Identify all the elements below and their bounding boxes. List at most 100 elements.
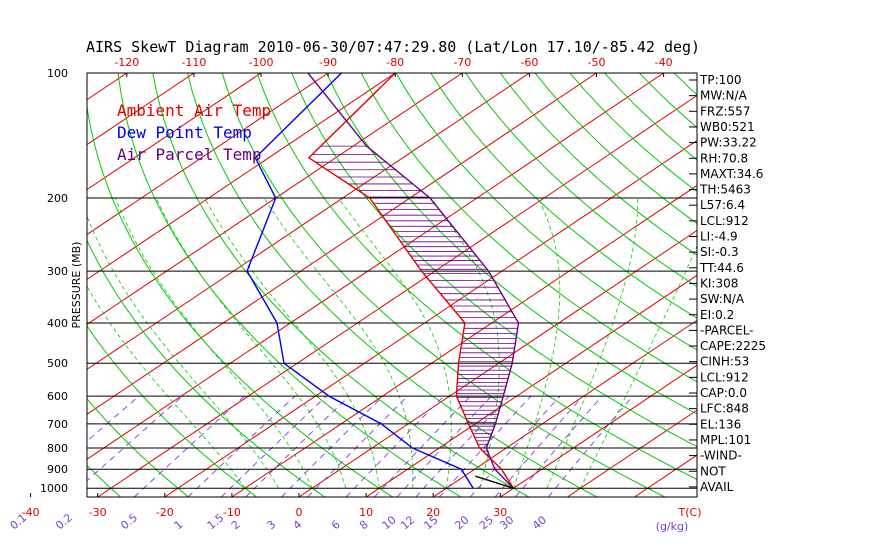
bottom-temp-tick-label: -10	[223, 506, 241, 519]
moist-adiabat-line	[114, 197, 313, 489]
mixing-ratio-label: 2	[229, 518, 243, 532]
dry-adiabat-line	[291, 73, 697, 448]
mixing-ratio-label: 8	[357, 518, 371, 532]
top-temp-tick-label: -120	[114, 56, 139, 69]
top-temp-tick-label: -90	[319, 56, 337, 69]
bottom-temp-tick-label: 30	[493, 506, 507, 519]
isotherm-line	[87, 73, 597, 415]
index-label: CAPE:2225	[700, 339, 766, 353]
mixing-ratio-label: 6	[329, 518, 343, 532]
pressure-tick-label: 300	[47, 265, 68, 278]
isotherm-line	[298, 229, 697, 497]
moist-adiabat-line	[204, 197, 380, 489]
top-temp-tick-label: -60	[520, 56, 538, 69]
isotherm-line	[87, 73, 530, 370]
mixing-ratio-line	[415, 395, 510, 497]
surface-wind-barb	[475, 475, 514, 489]
mixing-ratio-line	[187, 395, 296, 497]
dry-adiabat-line	[0, 73, 53, 497]
isotherm-line	[87, 73, 463, 325]
isotherm-line	[432, 319, 697, 497]
mixing-ratio-label: 4	[291, 518, 305, 532]
legend-parcel-temp: Air Parcel Temp	[117, 145, 262, 164]
index-label: CAP:0.0	[700, 386, 747, 400]
dewpoint-temp-line	[246, 73, 474, 489]
index-label: LFC:848	[700, 402, 749, 416]
index-label: PW:33.22	[700, 136, 757, 150]
dry-adiabat-line	[430, 73, 697, 319]
index-label: LCL:912	[700, 214, 749, 228]
index-label: MAXT:34.6	[700, 167, 763, 181]
top-temp-tick-label: -100	[249, 56, 274, 69]
mixing-ratio-line	[374, 395, 471, 497]
dry-adiabat-line	[187, 73, 598, 497]
dry-adiabat-line	[326, 73, 697, 415]
legend-ambient-temp: Ambient Air Temp	[117, 101, 271, 120]
bottom-temp-tick-label: -40	[22, 506, 40, 519]
index-label: -PARCEL-	[700, 323, 754, 337]
sounding-profiles	[246, 73, 520, 489]
index-label: MW:N/A	[700, 89, 748, 103]
pressure-tick-label: 500	[47, 357, 68, 370]
dry-adiabat-line	[87, 397, 189, 497]
mixing-ratio-line	[133, 395, 245, 497]
bottom-temp-tick-label: -20	[156, 506, 174, 519]
moist-adiabat-line	[155, 197, 347, 489]
index-label: KI:308	[700, 276, 738, 290]
mixing-ratio-line	[548, 395, 634, 497]
mixing-ratio-line	[220, 395, 327, 497]
plot-frame	[86, 72, 698, 498]
mixing-ratio-line	[470, 395, 561, 497]
pressure-tick-label: 1000	[40, 482, 68, 495]
isotherm-line	[87, 73, 664, 460]
top-temp-tick-label: -110	[181, 56, 206, 69]
mixing-ratio-label: 1	[172, 518, 186, 532]
mixing-ratio-unit-label: (g/kg)	[656, 520, 689, 533]
dry-adiabat-line	[778, 73, 870, 497]
y-axis-label: PRESSURE (MB)	[70, 242, 83, 329]
dry-adiabat-line	[465, 73, 697, 288]
index-label: CINH:53	[700, 355, 749, 369]
isotherm-line	[87, 73, 195, 146]
bottom-temp-tick-label: -30	[89, 506, 107, 519]
mixing-ratio-label: 10	[380, 513, 399, 532]
mixing-ratio-line	[87, 395, 140, 442]
top-temp-tick-label: -40	[655, 56, 673, 69]
mixing-ratio-label: 0.2	[53, 511, 75, 532]
dry-adiabat-line	[813, 73, 870, 497]
dry-adiabat-line	[360, 73, 697, 383]
index-label: LI:-4.9	[700, 230, 738, 244]
isotherm-line	[567, 409, 697, 497]
pressure-tick-label: 100	[47, 67, 68, 80]
pressure-tick-label: 900	[47, 463, 68, 476]
mixing-ratio-line	[281, 395, 384, 497]
mixing-ratio-line	[494, 395, 584, 497]
legend-dewpoint-temp: Dew Point Temp	[117, 123, 252, 142]
isotherm-line	[87, 73, 329, 236]
bottom-temp-tick-label: 0	[296, 506, 303, 519]
index-label: TT:44.6	[699, 261, 744, 275]
mixing-ratio-label: 3	[265, 518, 279, 532]
index-label: WB0:521	[700, 120, 755, 134]
index-label: TH:5463	[699, 183, 751, 197]
legend: Ambient Air Temp Dew Point Temp Air Parcel…	[117, 101, 271, 164]
mixing-ratio-line	[345, 395, 445, 497]
mixing-ratio-label: 12	[398, 513, 417, 532]
mixing-ratio-line	[307, 395, 408, 497]
mixing-ratio-label: 40	[530, 513, 549, 532]
moist-adiabat-line	[546, 198, 639, 489]
index-label: EL:136	[700, 417, 741, 431]
index-label: RH:70.8	[700, 151, 748, 165]
ambient-temp-line	[307, 73, 514, 489]
isotherm-line	[87, 73, 262, 191]
index-label: -WIND-	[700, 449, 742, 463]
dry-adiabat-line	[395, 73, 697, 351]
moist-adiabat-line	[513, 197, 561, 489]
mixing-ratio-line	[245, 395, 350, 497]
cape-hatching	[312, 145, 519, 459]
mixing-ratio-label: 20	[452, 513, 471, 532]
isotherm-line	[97, 94, 697, 497]
chart-title: AIRS SkewT Diagram 2010-06-30/07:47:29.8…	[86, 38, 700, 56]
dry-adiabat-line	[117, 73, 462, 497]
